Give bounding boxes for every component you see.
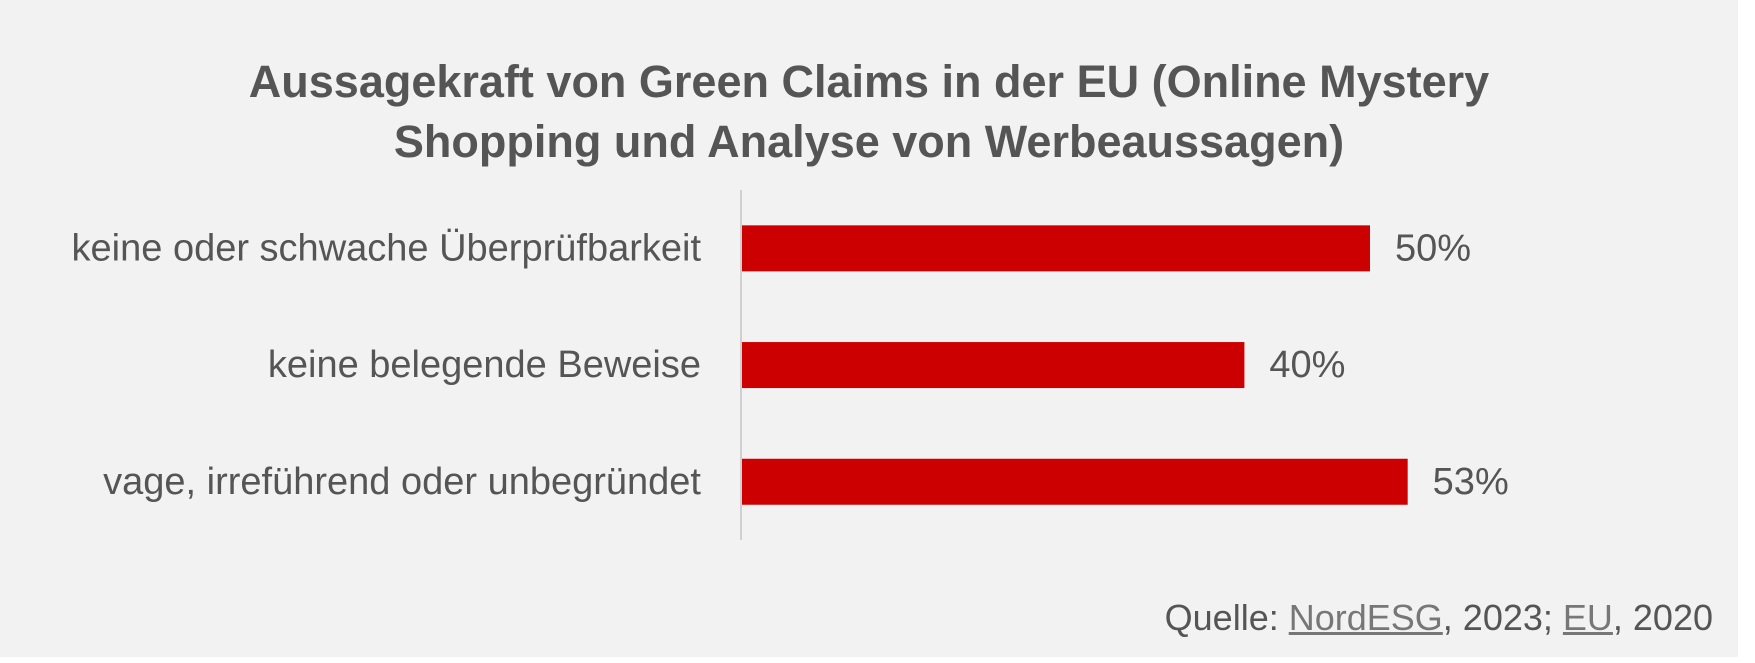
source-line: Quelle: NordESG, 2023; EU, 2020 [1165, 596, 1713, 640]
source-suffix: , 2020 [1612, 597, 1713, 638]
data-label: 50% [1395, 227, 1471, 269]
bar [742, 225, 1370, 272]
category-label: vage, irreführend oder unbegründet [103, 461, 701, 503]
source-prefix: Quelle: [1164, 597, 1289, 638]
chart-title-line-2: Shopping und Analyse von Werbeaussagen) [393, 116, 1345, 167]
chart-title: Aussagekraft von Green Claims in der EU … [0, 52, 1738, 172]
source-mid: , 2023; [1442, 597, 1563, 638]
data-label: 40% [1269, 344, 1345, 386]
bar [742, 458, 1408, 505]
category-label: keine oder schwache Überprüfbarkeit [72, 227, 702, 269]
chart-title-line-1: Aussagekraft von Green Claims in der EU … [248, 56, 1490, 107]
data-label: 53% [1433, 461, 1509, 503]
source-link-eu[interactable]: EU [1562, 597, 1613, 638]
source-link-nordesg[interactable]: NordESG [1288, 597, 1443, 638]
bar [742, 342, 1245, 389]
category-label: keine belegende Beweise [268, 344, 701, 386]
